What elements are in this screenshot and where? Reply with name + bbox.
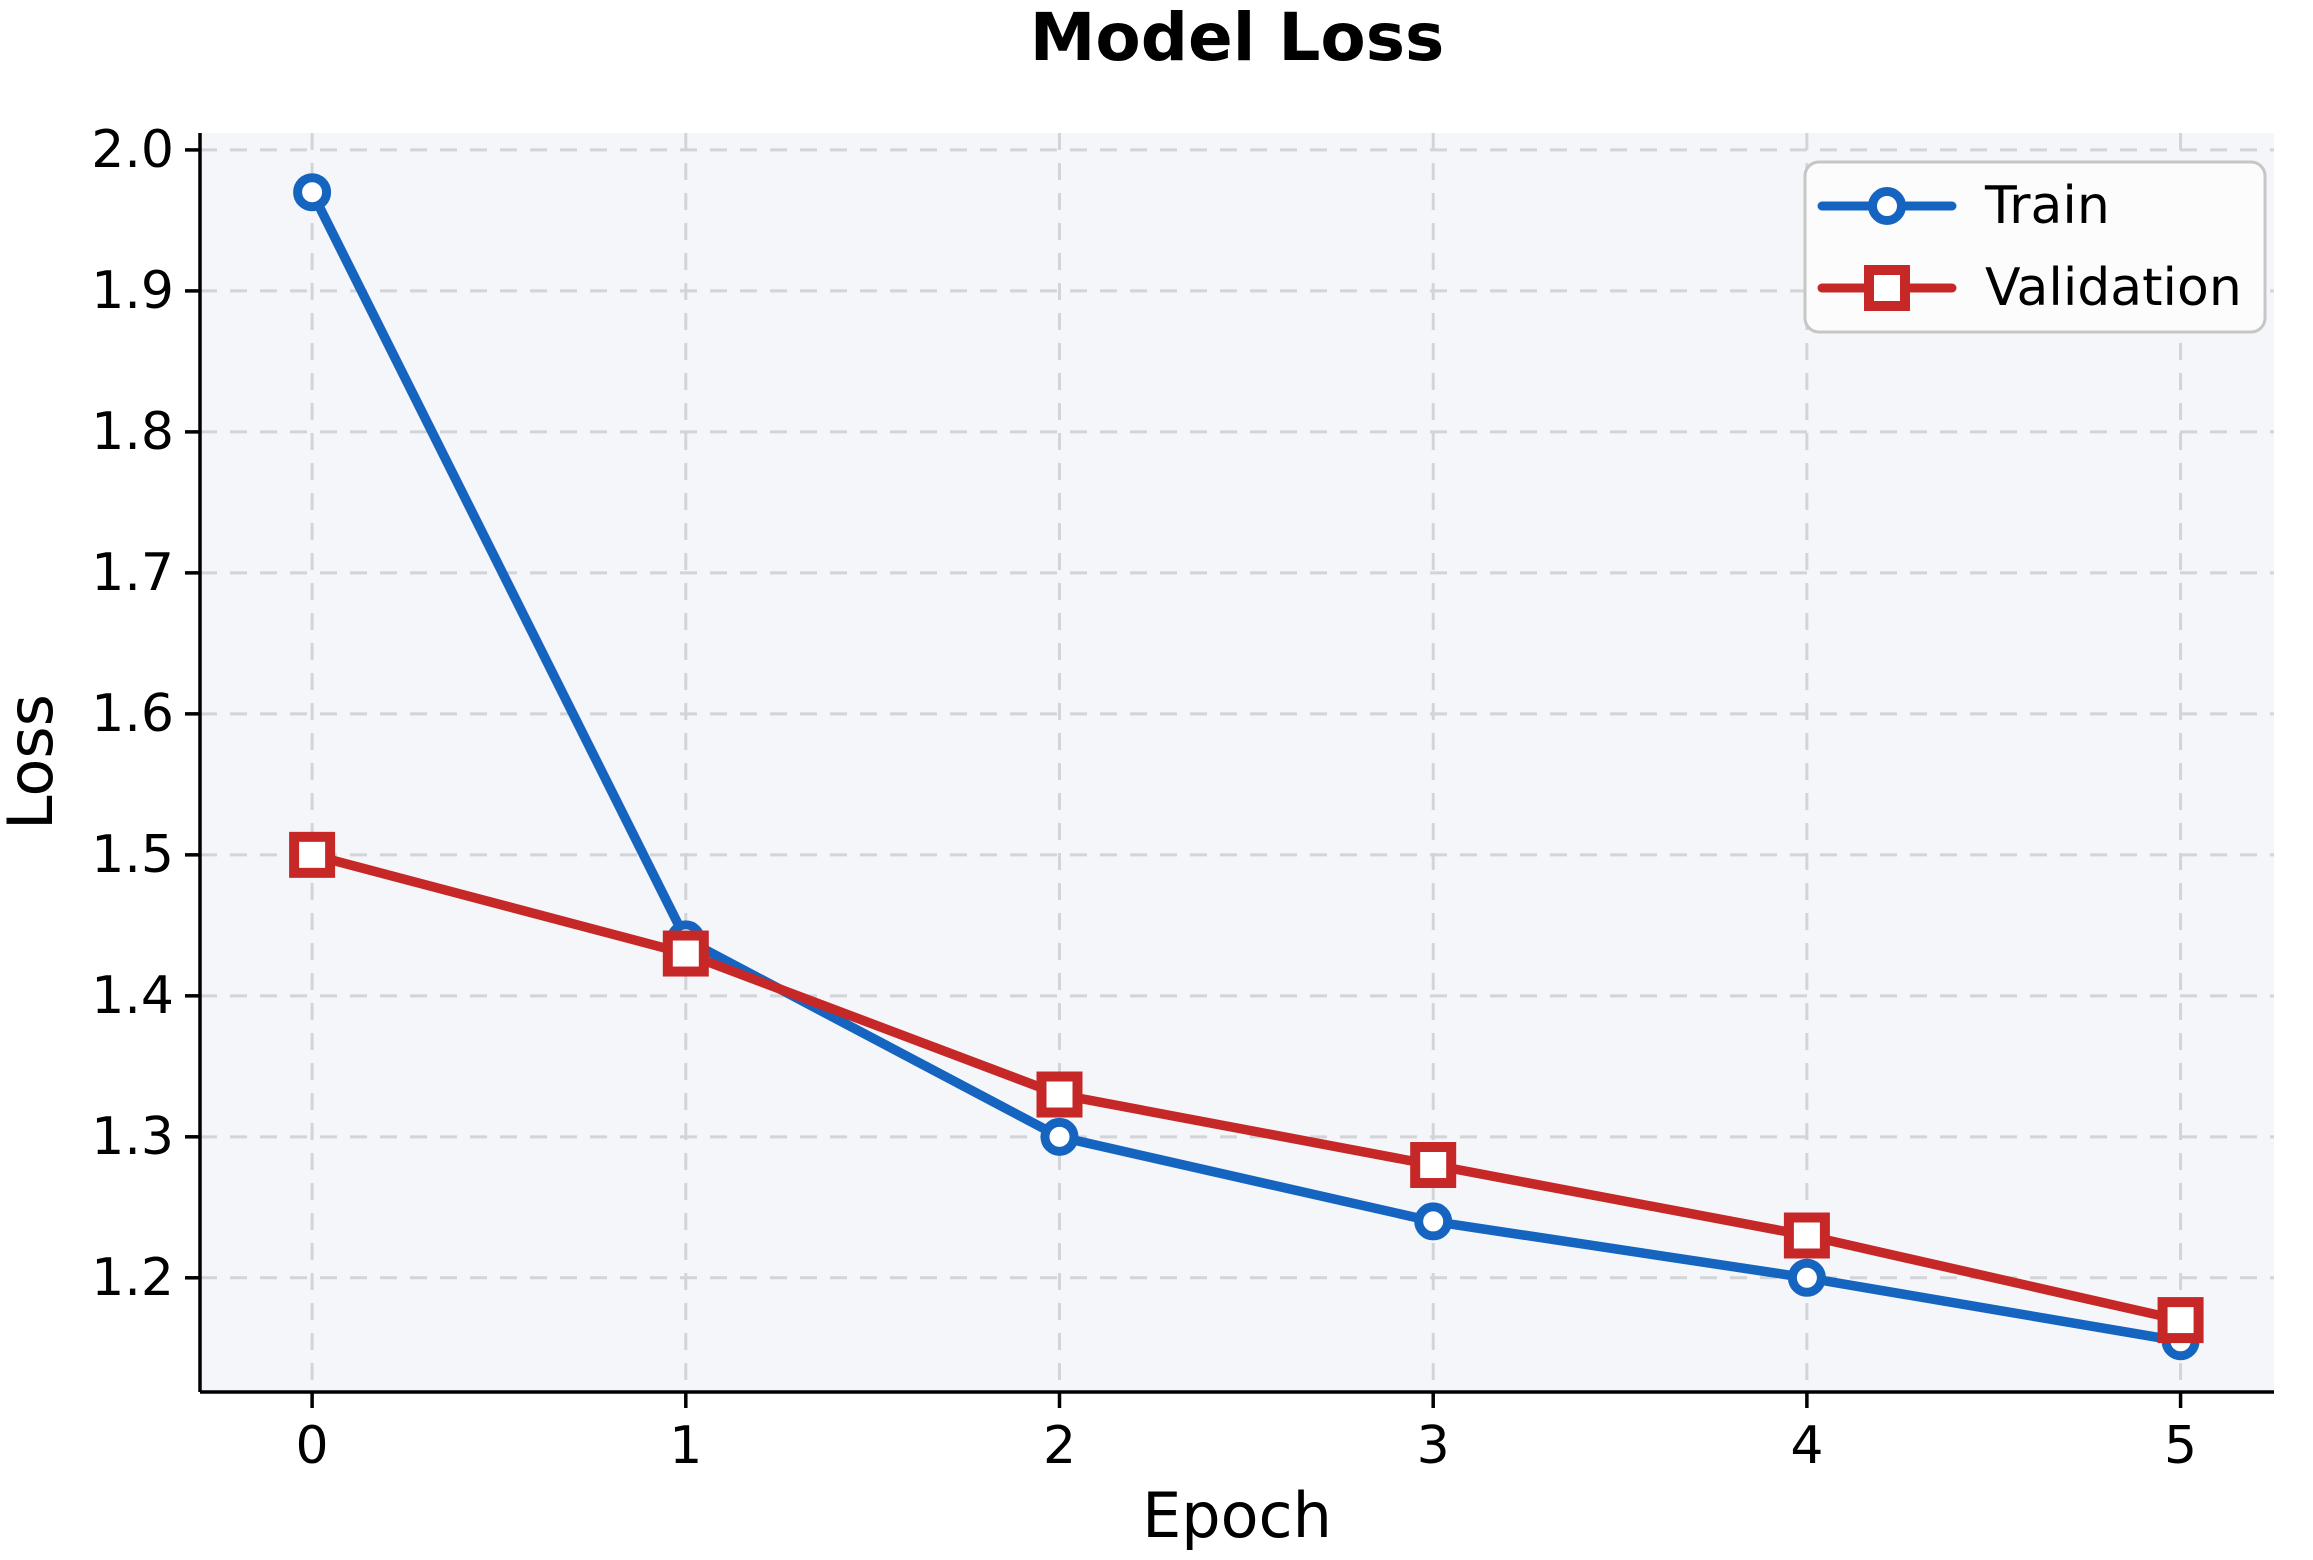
validation-square-marker <box>1036 1071 1083 1118</box>
x-tick-label: 3 <box>1417 1416 1450 1476</box>
validation-square-marker <box>1410 1142 1457 1189</box>
axes: 2.0 1.9 1.8 1.7 1.6 1.5 1.4 1.3 1.2 0 1 2 3 4 5 <box>91 120 2274 1476</box>
y-tick-label: 1.5 <box>91 825 174 885</box>
legend: Train Validation <box>1803 160 2267 334</box>
validation-square-marker <box>2157 1297 2204 1344</box>
x-tick-label: 1 <box>669 1416 702 1476</box>
train-circle-marker <box>1040 1117 1079 1156</box>
x-tick-label: 5 <box>2164 1416 2197 1476</box>
legend-item-train: Train <box>1817 176 2110 236</box>
train-circle-marker <box>1787 1258 1826 1297</box>
legend-validation-label: Validation <box>1985 258 2242 318</box>
y-tick-label: 1.4 <box>91 966 174 1026</box>
y-tick-label: 1.8 <box>91 402 174 462</box>
train-line <box>307 187 2186 1346</box>
train-circle-marker <box>293 173 332 212</box>
x-tick-label: 2 <box>1043 1416 1076 1476</box>
train-circle-marker <box>1414 1202 1453 1241</box>
validation-square-marker <box>662 930 709 977</box>
x-tick-label: 4 <box>1790 1416 1823 1476</box>
legend-item-validation: Validation <box>1817 258 2242 318</box>
y-axis-label: Loss <box>0 694 67 830</box>
gridlines <box>200 133 2274 1392</box>
x-tick-label: 0 <box>296 1416 329 1476</box>
legend-validation-square-marker <box>1864 265 1910 311</box>
y-tick-label: 1.2 <box>91 1248 174 1308</box>
y-tick-label: 1.7 <box>91 543 174 603</box>
legend-train-label: Train <box>1984 176 2110 236</box>
y-tick-label: 2.0 <box>91 120 174 180</box>
legend-train-circle-marker <box>1868 187 1906 225</box>
y-tick-label: 1.6 <box>91 684 174 744</box>
validation-square-marker <box>1783 1212 1830 1259</box>
plot-background <box>200 133 2274 1392</box>
chart-title: Model Loss <box>1030 0 1445 76</box>
x-axis-label: Epoch <box>1142 1479 1332 1552</box>
y-tick-label: 1.9 <box>91 261 174 321</box>
data-series <box>289 173 2204 1361</box>
y-tick-label: 1.3 <box>91 1107 174 1167</box>
validation-line <box>307 850 2186 1325</box>
validation-square-marker <box>289 831 336 878</box>
